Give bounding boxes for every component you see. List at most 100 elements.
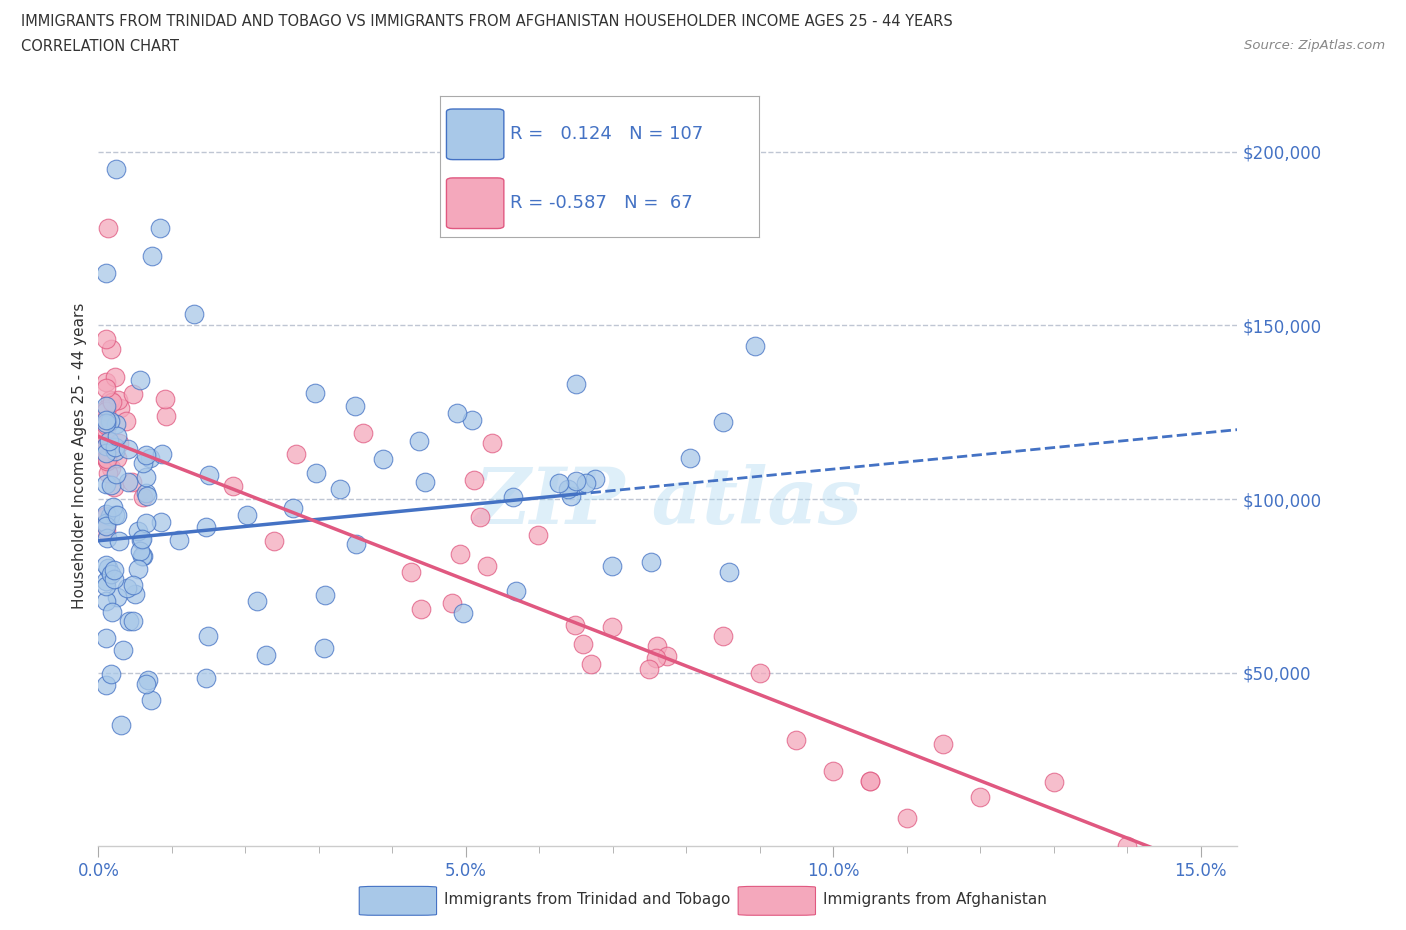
Point [122, 387, 145, 402]
Point [138, 450, 160, 465]
Point [128, 524, 150, 538]
Point [94, 375, 117, 390]
Point [98, 433, 121, 448]
Point [121, 614, 143, 629]
Point [645, 651, 668, 666]
Point [94, 476, 117, 491]
Point [117, 442, 139, 457]
Point [312, 640, 335, 655]
Point [314, 588, 336, 603]
Point [136, 672, 159, 687]
Point [94, 593, 117, 608]
Point [352, 426, 374, 441]
Point [135, 676, 157, 691]
Point [107, 392, 129, 407]
Point [548, 475, 571, 490]
Point [94, 398, 117, 413]
Point [222, 478, 245, 493]
Point [197, 629, 219, 644]
Point [98, 392, 121, 407]
Point [657, 648, 679, 663]
Point [167, 533, 190, 548]
Point [94, 416, 117, 431]
Point [115, 581, 138, 596]
Point [101, 604, 124, 619]
Point [100, 667, 122, 682]
Point [94, 518, 117, 533]
Point [127, 561, 149, 576]
Point [460, 413, 482, 428]
Point [305, 465, 328, 480]
Point [285, 446, 308, 461]
Point [135, 447, 157, 462]
Point [1116, 839, 1139, 854]
Point [153, 392, 176, 406]
Text: CORRELATION CHART: CORRELATION CHART [21, 39, 179, 54]
Point [131, 549, 153, 564]
Point [183, 307, 205, 322]
Text: Immigrants from Trinidad and Tobago: Immigrants from Trinidad and Tobago [444, 892, 731, 908]
Point [94, 450, 117, 465]
Point [104, 439, 127, 454]
Point [105, 429, 128, 444]
Point [117, 474, 139, 489]
Point [108, 534, 131, 549]
Point [94, 558, 117, 573]
Point [94, 631, 117, 646]
FancyBboxPatch shape [738, 886, 815, 915]
Point [98, 508, 121, 523]
Point [155, 408, 177, 423]
Point [105, 451, 128, 466]
FancyBboxPatch shape [360, 886, 436, 915]
Point [150, 514, 173, 529]
Point [640, 554, 662, 569]
Point [105, 590, 128, 604]
Point [468, 510, 491, 525]
Point [135, 485, 157, 500]
Point [105, 162, 128, 177]
Point [600, 620, 623, 635]
Point [932, 737, 955, 751]
Point [446, 405, 468, 420]
Point [463, 472, 485, 487]
Point [111, 643, 134, 658]
Point [583, 472, 606, 486]
Point [108, 400, 131, 415]
Point [440, 596, 463, 611]
Point [96, 451, 118, 466]
Point [679, 450, 702, 465]
Point [97, 465, 120, 480]
Point [135, 488, 157, 503]
Point [571, 637, 593, 652]
Point [413, 475, 436, 490]
Point [575, 475, 598, 490]
Point [108, 435, 131, 450]
Point [97, 220, 120, 235]
Point [579, 657, 602, 671]
Point [101, 394, 124, 409]
Point [344, 399, 367, 414]
Point [129, 543, 152, 558]
Point [128, 372, 150, 387]
Point [823, 764, 845, 779]
Point [141, 693, 163, 708]
Point [132, 490, 155, 505]
Point [118, 614, 141, 629]
Point [236, 508, 259, 523]
Point [97, 561, 120, 576]
Point [100, 477, 122, 492]
Point [281, 500, 304, 515]
Point [711, 415, 734, 430]
Point [564, 377, 586, 392]
Point [104, 416, 127, 431]
Point [94, 404, 117, 418]
Point [98, 414, 121, 429]
Point [103, 572, 125, 587]
Point [94, 413, 117, 428]
Point [399, 565, 422, 579]
Point [94, 507, 117, 522]
Point [785, 733, 807, 748]
Point [94, 434, 117, 449]
Point [94, 446, 117, 461]
Point [94, 439, 117, 454]
